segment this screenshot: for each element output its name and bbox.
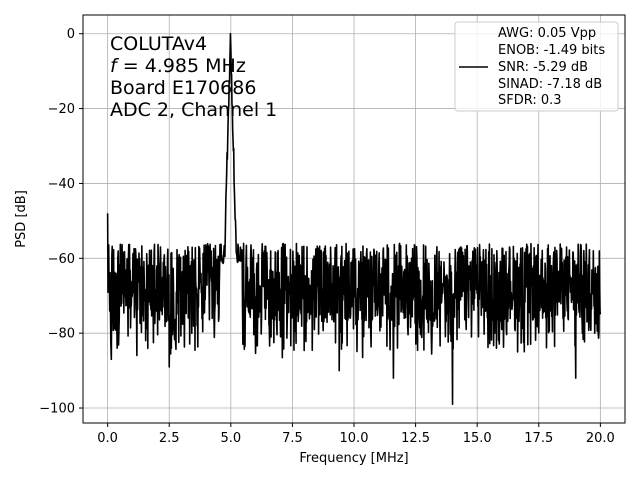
- x-axis-label: Frequency [MHz]: [299, 451, 408, 466]
- y-tick-label: −100: [39, 402, 75, 417]
- legend-line-2: ENOB: -1.49 bits: [498, 43, 605, 58]
- annotation-line-2: f = 4.985 MHz: [110, 55, 246, 77]
- y-tick-label: −40: [48, 177, 75, 192]
- x-axis-ticks: 0.0 2.5 5.0 7.5 10.0 12.5 15.0 17.5 20.0: [97, 423, 615, 446]
- legend-line-4: SINAD: -7.18 dB: [498, 77, 602, 92]
- annotation-line-4: ADC 2, Channel 1: [110, 99, 277, 121]
- y-axis-label: PSD [dB]: [14, 190, 29, 248]
- legend-box: [454, 21, 619, 112]
- y-axis-ticks: 0 −20 −40 −60 −80 −100: [39, 27, 83, 417]
- annotation-line-3: Board E170686: [110, 77, 256, 99]
- legend: AWG: 0.05 Vpp ENOB: -1.49 bits SNR: -5.2…: [454, 21, 619, 112]
- legend-line-5: SFDR: 0.3: [498, 93, 562, 108]
- annotation-line-1: COLUTAv4: [110, 33, 207, 55]
- annotation-block: COLUTAv4 f = 4.985 MHz Board E170686 ADC…: [110, 33, 277, 121]
- y-tick-label: 0: [67, 27, 75, 42]
- y-tick-label: −20: [48, 102, 75, 117]
- plot-area: [106, 32, 602, 406]
- series-line-psd: [106, 32, 602, 406]
- x-tick-label: 15.0: [463, 431, 492, 446]
- x-tick-label: 20.0: [586, 431, 615, 446]
- x-tick-label: 5.0: [220, 431, 241, 446]
- x-tick-label: 17.5: [524, 431, 553, 446]
- x-tick-label: 7.5: [282, 431, 303, 446]
- y-tick-label: −60: [48, 252, 75, 267]
- legend-line-1: AWG: 0.05 Vpp: [498, 26, 596, 41]
- y-tick-label: −80: [48, 327, 75, 342]
- x-tick-label: 2.5: [159, 431, 180, 446]
- legend-line-3: SNR: -5.29 dB: [498, 60, 588, 75]
- x-tick-label: 0.0: [97, 431, 118, 446]
- x-tick-label: 12.5: [401, 431, 430, 446]
- x-tick-label: 10.0: [340, 431, 369, 446]
